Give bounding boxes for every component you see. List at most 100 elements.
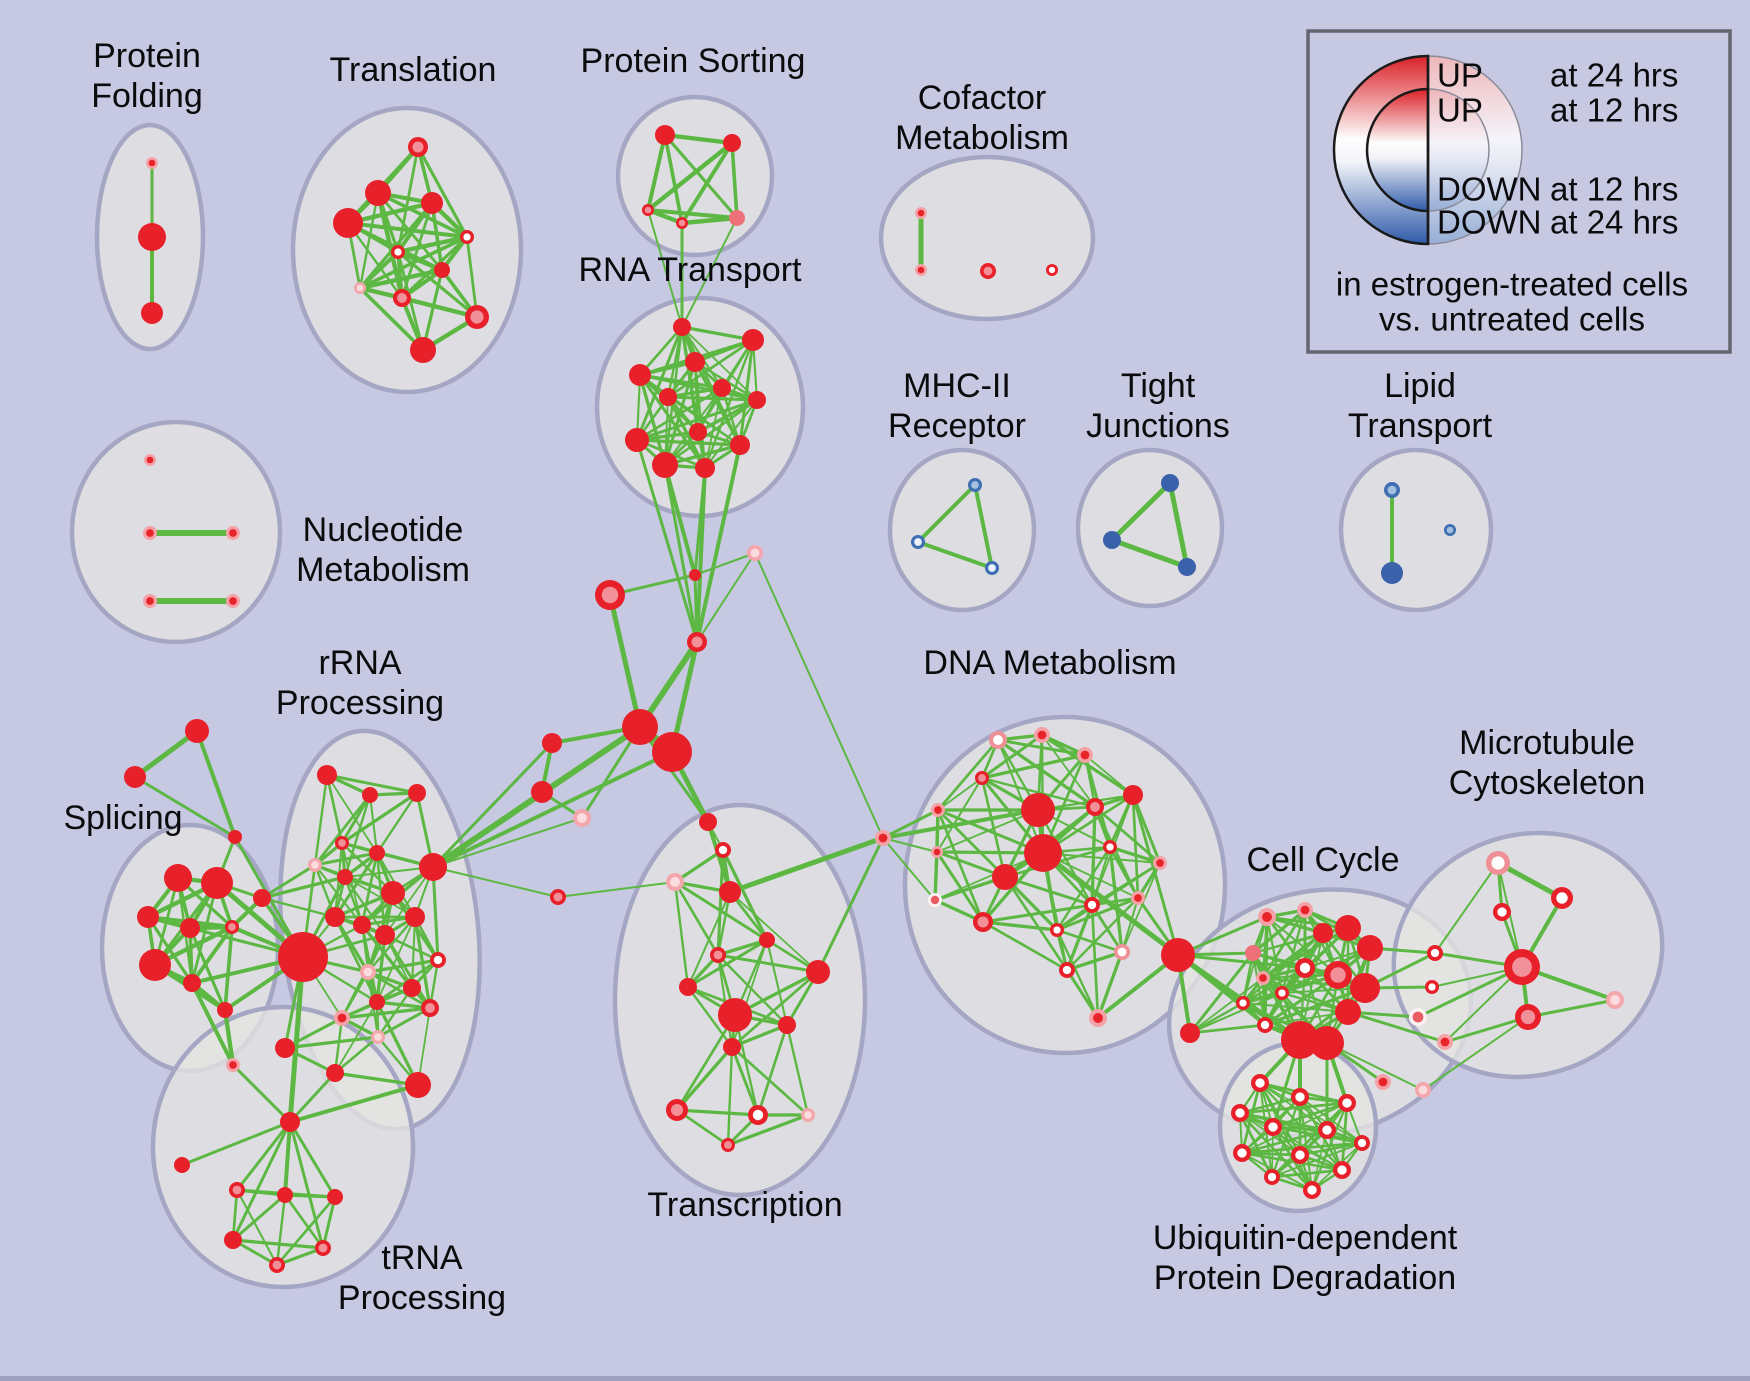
edge-connector [816, 836, 885, 974]
node-mh1-center [914, 538, 922, 546]
edge-dna [1096, 950, 1124, 1020]
node-mh0-center [971, 481, 979, 489]
edge-connector [973, 483, 994, 570]
edge-dna [936, 738, 1000, 812]
node-u0-center [1255, 1078, 1265, 1088]
edge-ubiquitin [1238, 1101, 1349, 1115]
node-t12-center [804, 1111, 812, 1119]
edge-transcription [721, 848, 769, 942]
node-u1-center [1295, 1092, 1305, 1102]
cluster-ellipse-protein-sorting [615, 94, 775, 258]
edge-rrna [313, 793, 372, 867]
edge-rna-transport [666, 386, 724, 399]
edge-connector [1434, 862, 1499, 954]
edge-splicing [222, 1007, 236, 1068]
node-rt0 [673, 318, 691, 336]
node-n7-center [272, 1260, 282, 1270]
node-m5-center [1610, 995, 1620, 1005]
edge-translation [346, 221, 404, 300]
edge-transcription [726, 1045, 734, 1147]
edge-connector [706, 820, 732, 894]
edge-cell-cycle [1265, 915, 1340, 977]
edge-dna [1120, 896, 1140, 954]
edge-rrna [366, 970, 432, 1010]
node-n6-center [318, 1243, 328, 1253]
edge-rna-transport [666, 338, 755, 399]
node-u3-center [1235, 1108, 1245, 1118]
node-c1-center [1262, 912, 1272, 922]
edge-splicing [223, 925, 234, 1012]
node-c13-center [1239, 999, 1247, 1007]
legend-time-0: at 24 hrs [1550, 57, 1678, 94]
edge-transcription [675, 1045, 734, 1112]
node-ps3-center [678, 219, 686, 227]
node-c6-center [1330, 967, 1346, 983]
node-d21-center [1093, 1013, 1103, 1023]
node-d14-center [1156, 859, 1164, 867]
edge-ubiquitin [1270, 1168, 1344, 1179]
cluster-label-nucleotide-metabolism: Nucleotide [303, 511, 464, 549]
edge-dna [1003, 875, 1094, 907]
legend-time-2: at 12 hrs [1550, 171, 1678, 208]
edge-connector [916, 483, 977, 544]
node-c18-center [1430, 948, 1440, 958]
node-tr0 [185, 719, 209, 743]
edge-connector [663, 463, 697, 577]
node-d10 [992, 864, 1018, 890]
edge-transcription [730, 1023, 789, 1049]
edge-transcription [675, 1013, 737, 1112]
cluster-ellipse-dna-metabolism [902, 714, 1228, 1056]
edge-translation [358, 235, 469, 290]
edge-cell-cycle [1189, 977, 1264, 1034]
edge-connector [881, 808, 1040, 840]
edge-connector [727, 835, 886, 895]
edge-splicing [190, 981, 235, 1067]
node-ps4 [729, 210, 745, 226]
cluster-label-rna-transport: RNA Transport [579, 251, 803, 289]
node-r23 [326, 1064, 344, 1082]
edge-dna [935, 850, 985, 924]
node-rt2 [685, 352, 705, 372]
edge-transcription [730, 1045, 810, 1117]
node-tl5-center [394, 248, 402, 256]
edge-dna [937, 777, 983, 811]
node-r19-center [337, 1013, 347, 1023]
node-u4-center [1268, 1122, 1278, 1132]
edge-transcription [756, 1023, 789, 1117]
cluster-label-cofactor-metabolism: Metabolism [895, 119, 1069, 157]
edge-connector [1443, 1015, 1530, 1044]
node-r4-center [311, 861, 319, 869]
node-t8 [778, 1016, 796, 1034]
node-r0 [317, 765, 337, 785]
edge-ubiquitin [1270, 1101, 1349, 1179]
legend-direction-0: UP [1437, 57, 1483, 94]
node-t10-center [670, 1103, 684, 1117]
node-r2 [408, 784, 426, 802]
edge-protein-sorting [646, 133, 667, 212]
edge-transcription [730, 1045, 760, 1117]
edge-connector [1131, 793, 1180, 957]
node-c20-center [1412, 1011, 1424, 1023]
edge-connector [288, 1120, 325, 1250]
edge-transcription [675, 1108, 760, 1117]
edge-transcription [726, 1113, 810, 1147]
edge-connector [1346, 1010, 1447, 1044]
edge-rrna [360, 923, 414, 990]
edge-protein-sorting [662, 132, 735, 146]
edge-trna [231, 1238, 325, 1250]
node-nu3-center [146, 597, 154, 605]
node-m0-center [1491, 856, 1505, 870]
node-r11 [405, 907, 425, 927]
edge-protein-sorting [646, 208, 739, 220]
node-pf2 [141, 302, 163, 324]
node-sp6 [183, 974, 201, 992]
edge-trna [321, 1195, 337, 1250]
cluster-ellipse-trna-processing [150, 1004, 416, 1290]
node-d1-center [934, 806, 942, 814]
cluster-label-microtubule-cytoskeleton: Cytoskeleton [1449, 764, 1646, 802]
node-tl8-center [397, 293, 407, 303]
cluster-label-trna-processing: Processing [338, 1279, 506, 1317]
cluster-label-nucleotide-metabolism: Metabolism [296, 551, 470, 589]
edge-rrna [283, 1035, 380, 1050]
cluster-ellipse-cofactor-metabolism [878, 154, 1096, 322]
